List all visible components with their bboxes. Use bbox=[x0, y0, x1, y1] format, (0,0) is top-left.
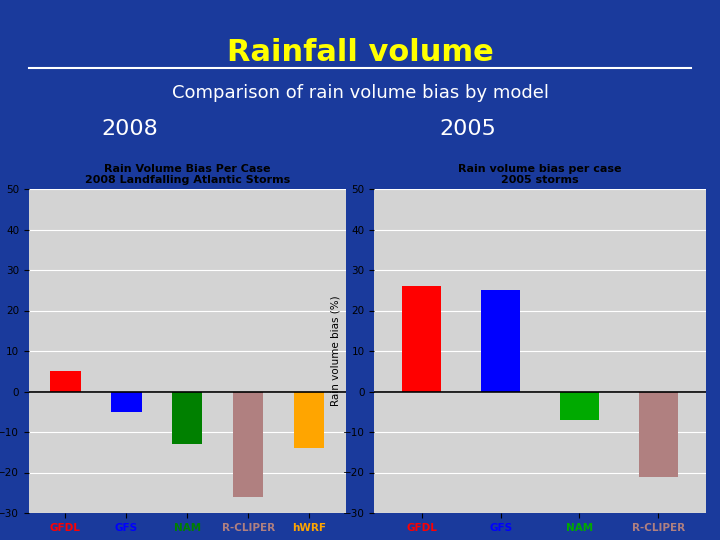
Text: 2008: 2008 bbox=[102, 119, 158, 139]
Bar bbox=[402, 286, 441, 391]
Text: Rainfall volume: Rainfall volume bbox=[227, 38, 493, 67]
Bar bbox=[639, 392, 678, 476]
Text: 2005: 2005 bbox=[440, 119, 496, 139]
Bar bbox=[233, 392, 264, 497]
Bar bbox=[111, 392, 142, 411]
Bar bbox=[294, 392, 324, 448]
Bar bbox=[559, 392, 599, 420]
Bar bbox=[481, 291, 521, 392]
Bar bbox=[50, 372, 81, 392]
Title: Rain volume bias per case
2005 storms: Rain volume bias per case 2005 storms bbox=[458, 164, 622, 185]
Title: Rain Volume Bias Per Case
2008 Landfalling Atlantic Storms: Rain Volume Bias Per Case 2008 Landfalli… bbox=[84, 164, 290, 185]
Bar bbox=[172, 392, 202, 444]
Y-axis label: Rain volume bias (%): Rain volume bias (%) bbox=[330, 296, 340, 406]
Text: Comparison of rain volume bias by model: Comparison of rain volume bias by model bbox=[171, 84, 549, 102]
